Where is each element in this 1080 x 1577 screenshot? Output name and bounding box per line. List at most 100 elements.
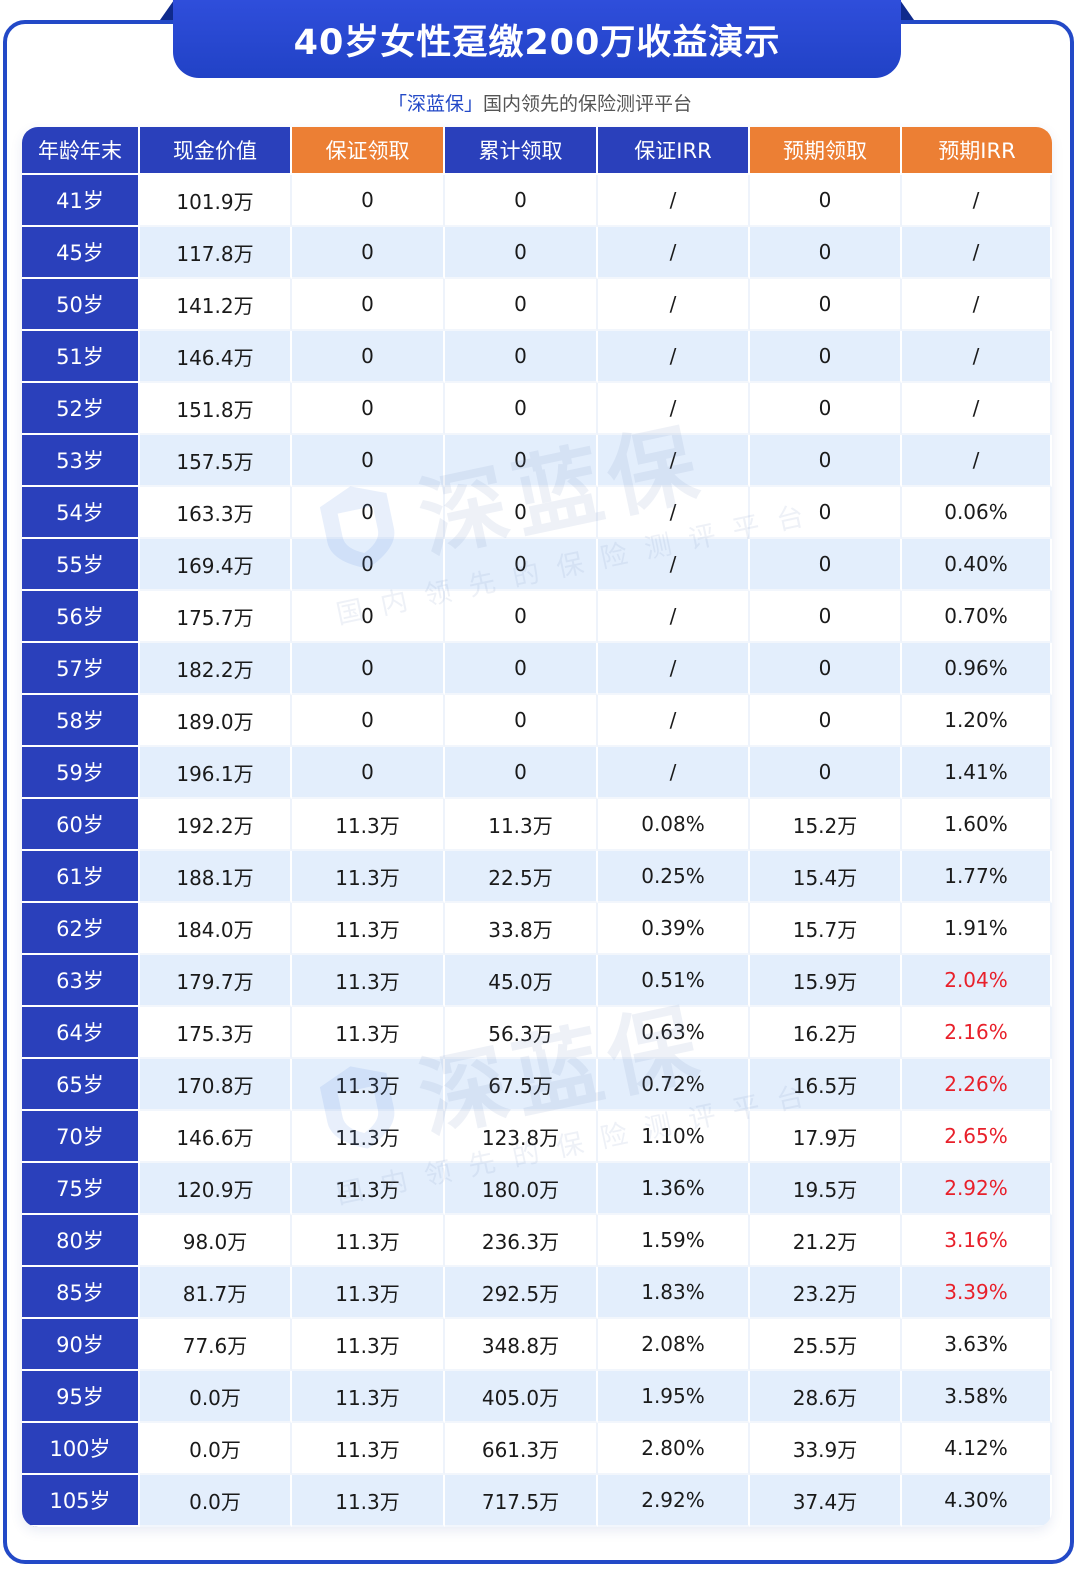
expected-irr-cell: 3.58%: [902, 1371, 1052, 1423]
expected-payout-cell: 37.4万: [750, 1475, 902, 1527]
expected-payout-cell: 0: [750, 487, 902, 539]
cumulative-payout-cell: 180.0万: [445, 1163, 598, 1215]
cash-value-cell: 179.7万: [140, 955, 292, 1007]
column-header: 年龄年末: [22, 127, 140, 175]
guaranteed-payout-cell: 11.3万: [292, 851, 445, 903]
expected-payout-cell: 21.2万: [750, 1215, 902, 1267]
expected-payout-cell: 0: [750, 279, 902, 331]
table-row: 95岁 0.0万 11.3万 405.0万 1.95% 28.6万 3.58%: [22, 1371, 1052, 1423]
age-cell: 105岁: [22, 1475, 140, 1527]
expected-irr-cell: 3.63%: [902, 1319, 1052, 1371]
return-table: 年龄年末 现金价值 保证领取 累计领取 保证IRR 预期领取 预期IRR 41岁 101.9万…: [22, 127, 1052, 1527]
expected-irr-cell: 3.16%: [902, 1215, 1052, 1267]
age-cell: 75岁: [22, 1163, 140, 1215]
age-cell: 55岁: [22, 539, 140, 591]
table-row: 60岁 192.2万 11.3万 11.3万 0.08% 15.2万 1.60%: [22, 799, 1052, 851]
guaranteed-payout-cell: 11.3万: [292, 1163, 445, 1215]
age-cell: 59岁: [22, 747, 140, 799]
age-cell: 70岁: [22, 1111, 140, 1163]
expected-irr-cell: 2.26%: [902, 1059, 1052, 1111]
cumulative-payout-cell: 661.3万: [445, 1423, 598, 1475]
table-row: 55岁 169.4万 0 0/0 0.40%: [22, 539, 1052, 591]
guaranteed-payout-cell: 11.3万: [292, 1319, 445, 1371]
cash-value-cell: 184.0万: [140, 903, 292, 955]
guaranteed-irr-cell: 0.63%: [598, 1007, 750, 1059]
age-cell: 100岁: [22, 1423, 140, 1475]
guaranteed-irr-cell: 1.10%: [598, 1111, 750, 1163]
expected-irr-cell: 0.96%: [902, 643, 1052, 695]
guaranteed-payout-cell: 11.3万: [292, 1267, 445, 1319]
age-cell: 41岁: [22, 175, 140, 227]
cumulative-payout-cell: 405.0万: [445, 1371, 598, 1423]
expected-payout-cell: 0: [750, 643, 902, 695]
table-row: 58岁 189.0万 0 0/0 1.20%: [22, 695, 1052, 747]
cumulative-payout-cell: 348.8万: [445, 1319, 598, 1371]
guaranteed-payout-cell: 0: [292, 747, 445, 799]
guaranteed-payout-cell: 11.3万: [292, 1007, 445, 1059]
cumulative-payout-cell: 0: [445, 383, 598, 435]
guaranteed-payout-cell: 0: [292, 175, 445, 227]
guaranteed-irr-cell: 1.36%: [598, 1163, 750, 1215]
cumulative-payout-cell: 0: [445, 539, 598, 591]
cash-value-cell: 141.2万: [140, 279, 292, 331]
guaranteed-payout-cell: 11.3万: [292, 1423, 445, 1475]
cash-value-cell: 151.8万: [140, 383, 292, 435]
guaranteed-payout-cell: 11.3万: [292, 799, 445, 851]
age-cell: 51岁: [22, 331, 140, 383]
guaranteed-irr-cell: /: [598, 383, 750, 435]
cash-value-cell: 77.6万: [140, 1319, 292, 1371]
expected-irr-cell: 2.92%: [902, 1163, 1052, 1215]
expected-irr-cell: 0.06%: [902, 487, 1052, 539]
guaranteed-payout-cell: 0: [292, 539, 445, 591]
expected-payout-cell: 16.2万: [750, 1007, 902, 1059]
cumulative-payout-cell: 236.3万: [445, 1215, 598, 1267]
table-row: 75岁 120.9万 11.3万 180.0万 1.36% 19.5万 2.92%: [22, 1163, 1052, 1215]
guaranteed-payout-cell: 11.3万: [292, 1475, 445, 1527]
expected-payout-cell: 0: [750, 383, 902, 435]
table-row: 61岁 188.1万 11.3万 22.5万 0.25% 15.4万 1.77%: [22, 851, 1052, 903]
guaranteed-payout-cell: 11.3万: [292, 1111, 445, 1163]
column-header: 现金价值: [140, 127, 292, 175]
guaranteed-payout-cell: 11.3万: [292, 1059, 445, 1111]
expected-irr-cell: 1.77%: [902, 851, 1052, 903]
expected-irr-cell: /: [902, 279, 1052, 331]
guaranteed-irr-cell: /: [598, 539, 750, 591]
cumulative-payout-cell: 0: [445, 591, 598, 643]
age-cell: 56岁: [22, 591, 140, 643]
age-cell: 45岁: [22, 227, 140, 279]
cumulative-payout-cell: 0: [445, 227, 598, 279]
title-tab-right-ear: [900, 0, 914, 20]
expected-payout-cell: 15.4万: [750, 851, 902, 903]
cumulative-payout-cell: 0: [445, 695, 598, 747]
guaranteed-payout-cell: 0: [292, 279, 445, 331]
expected-irr-cell: 2.04%: [902, 955, 1052, 1007]
cumulative-payout-cell: 22.5万: [445, 851, 598, 903]
cumulative-payout-cell: 45.0万: [445, 955, 598, 1007]
guaranteed-irr-cell: /: [598, 695, 750, 747]
expected-payout-cell: 15.9万: [750, 955, 902, 1007]
table-row: 63岁 179.7万 11.3万 45.0万 0.51% 15.9万 2.04%: [22, 955, 1052, 1007]
cash-value-cell: 120.9万: [140, 1163, 292, 1215]
expected-irr-cell: 1.91%: [902, 903, 1052, 955]
table-row: 41岁 101.9万 0 0/0/: [22, 175, 1052, 227]
guaranteed-irr-cell: 1.95%: [598, 1371, 750, 1423]
guaranteed-irr-cell: 2.08%: [598, 1319, 750, 1371]
cumulative-payout-cell: 0: [445, 331, 598, 383]
expected-irr-cell: 4.12%: [902, 1423, 1052, 1475]
expected-payout-cell: 19.5万: [750, 1163, 902, 1215]
guaranteed-irr-cell: 0.39%: [598, 903, 750, 955]
title-banner: 40岁女性趸缴200万收益演示: [173, 0, 901, 78]
age-cell: 80岁: [22, 1215, 140, 1267]
age-cell: 63岁: [22, 955, 140, 1007]
guaranteed-payout-cell: 0: [292, 695, 445, 747]
age-cell: 61岁: [22, 851, 140, 903]
cumulative-payout-cell: 0: [445, 435, 598, 487]
column-header: 预期IRR: [902, 127, 1052, 175]
guaranteed-irr-cell: /: [598, 227, 750, 279]
guaranteed-irr-cell: /: [598, 747, 750, 799]
table-row: 50岁 141.2万 0 0/0/: [22, 279, 1052, 331]
guaranteed-irr-cell: 0.08%: [598, 799, 750, 851]
expected-irr-cell: /: [902, 383, 1052, 435]
guaranteed-irr-cell: /: [598, 331, 750, 383]
guaranteed-payout-cell: 0: [292, 643, 445, 695]
